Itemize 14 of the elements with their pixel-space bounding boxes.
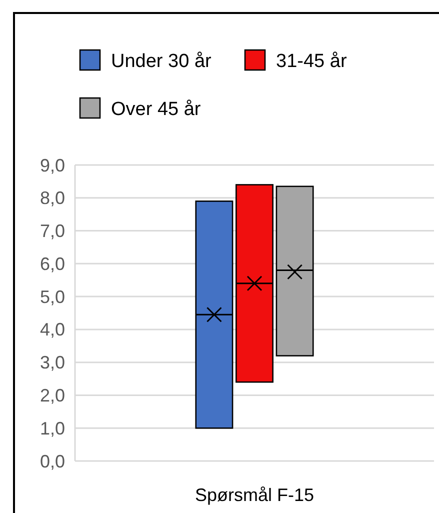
y-tick-label: 9,0 (40, 155, 65, 176)
y-tick-label: 1,0 (40, 418, 65, 438)
y-tick-label: 3,0 (40, 352, 65, 373)
legend-label: Over 45 år (111, 99, 202, 120)
legend-label: 31-45 år (276, 51, 348, 72)
y-tick-label: 5,0 (40, 286, 65, 307)
y-tick-label: 2,0 (40, 386, 65, 406)
x-tick-label: Spørsmål F-15 (194, 485, 314, 505)
y-tick-label: 4,0 (40, 320, 65, 340)
y-tick-label: 0,0 (40, 451, 65, 472)
y-tick-label: 7,0 (40, 221, 65, 242)
y-tick-label: 6,0 (40, 254, 65, 274)
y-tick-label: 8,0 (40, 188, 65, 208)
legend-label: Under 30 år (111, 51, 212, 72)
